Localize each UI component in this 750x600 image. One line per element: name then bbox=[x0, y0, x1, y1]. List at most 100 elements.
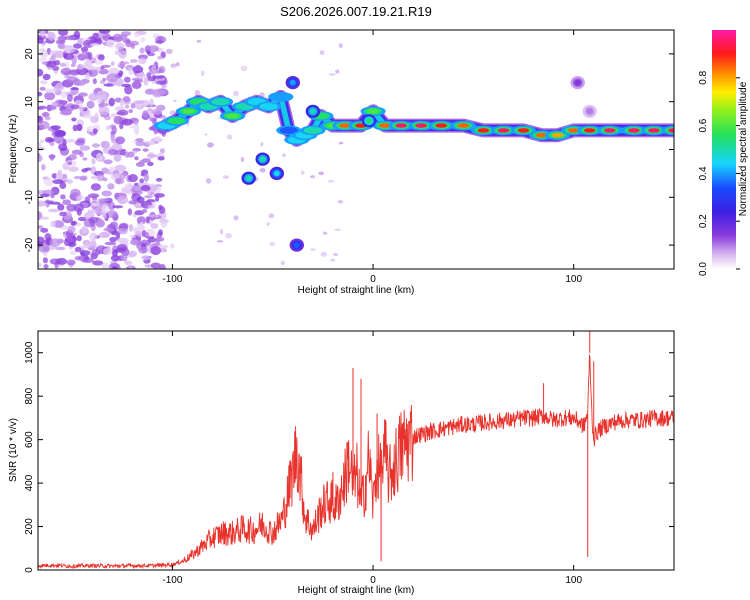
y-tick-label: -20 bbox=[24, 237, 35, 252]
y-tick-label: 0 bbox=[24, 567, 35, 573]
noise-speck bbox=[131, 81, 142, 89]
noise-speck bbox=[147, 204, 156, 209]
noise-speck bbox=[78, 92, 88, 97]
noise-speck bbox=[96, 152, 103, 161]
noise-speck bbox=[55, 39, 61, 45]
spectral-peak bbox=[238, 104, 251, 109]
noise-speck bbox=[54, 129, 66, 138]
noise-speck bbox=[119, 222, 129, 229]
spectral-peak bbox=[477, 128, 490, 133]
spectral-peak bbox=[275, 94, 287, 100]
noise-speck bbox=[102, 77, 107, 82]
noise-speck bbox=[310, 248, 316, 252]
noise-speck bbox=[134, 210, 144, 216]
noise-speck bbox=[67, 93, 73, 102]
noise-speck bbox=[92, 78, 97, 85]
spectral-blob bbox=[574, 79, 581, 86]
spectral-peak bbox=[283, 128, 295, 133]
noise-speck bbox=[62, 178, 70, 182]
noise-speck bbox=[78, 216, 87, 222]
noise-speck bbox=[155, 237, 161, 244]
noise-speck bbox=[99, 231, 111, 238]
noise-speck bbox=[39, 86, 46, 91]
spectral-peak bbox=[415, 123, 428, 128]
noise-speck bbox=[74, 246, 82, 253]
noise-speck bbox=[330, 258, 336, 262]
spectral-peak bbox=[226, 113, 239, 119]
spectrogram-x-axis: -100 0 100 bbox=[162, 30, 582, 285]
noise-speck bbox=[51, 125, 61, 130]
noise-speck bbox=[327, 180, 335, 183]
noise-speck bbox=[43, 177, 54, 187]
spectral-peak bbox=[668, 128, 674, 133]
noise-speck bbox=[144, 232, 150, 238]
noise-speck bbox=[89, 232, 98, 242]
noise-speck bbox=[153, 127, 159, 135]
noise-speck bbox=[136, 196, 145, 204]
noise-speck bbox=[81, 78, 90, 84]
noise-speck bbox=[65, 138, 76, 143]
noise-speck bbox=[124, 85, 133, 95]
noise-speck bbox=[59, 110, 72, 116]
noise-speck bbox=[158, 229, 163, 236]
noise-speck bbox=[134, 79, 144, 83]
noise-speck bbox=[83, 39, 94, 48]
noise-speck bbox=[222, 175, 230, 179]
noise-speck bbox=[145, 88, 156, 95]
noise-speck bbox=[59, 62, 67, 67]
noise-speck bbox=[338, 141, 344, 145]
noise-speck bbox=[94, 112, 99, 121]
noise-speck bbox=[57, 169, 63, 177]
noise-speck bbox=[40, 193, 50, 198]
noise-speck bbox=[194, 90, 201, 96]
noise-speck bbox=[150, 246, 161, 256]
noise-speck bbox=[139, 159, 145, 165]
noise-speck bbox=[76, 64, 85, 70]
noise-speck bbox=[80, 46, 89, 53]
noise-speck bbox=[98, 68, 109, 75]
noise-speck bbox=[60, 194, 66, 200]
spectrogram-x-label: Height of straight line (km) bbox=[298, 285, 415, 296]
noise-speck bbox=[135, 141, 146, 147]
noise-speck bbox=[44, 91, 56, 101]
noise-speck bbox=[170, 63, 177, 68]
noise-speck bbox=[38, 225, 44, 229]
noise-speck bbox=[46, 105, 57, 111]
snr-y-label: SNR (10 * v/v) bbox=[8, 418, 19, 482]
noise-speck bbox=[108, 67, 120, 76]
noise-speck bbox=[93, 37, 102, 42]
noise-speck bbox=[38, 91, 43, 97]
noise-speck bbox=[103, 247, 113, 255]
noise-speck bbox=[146, 199, 155, 203]
noise-speck bbox=[151, 108, 163, 115]
noise-speck bbox=[38, 200, 47, 207]
noise-speck bbox=[70, 63, 76, 68]
noise-speck bbox=[96, 67, 102, 72]
noise-speck bbox=[59, 181, 67, 190]
noise-speck bbox=[73, 30, 81, 39]
noise-speck bbox=[73, 203, 85, 212]
noise-speck bbox=[66, 76, 79, 83]
noise-speck bbox=[134, 64, 142, 71]
noise-speck bbox=[170, 243, 175, 249]
noise-speck bbox=[66, 259, 76, 266]
noise-speck bbox=[129, 234, 136, 239]
colorbar-tick-label: 0.8 bbox=[698, 70, 709, 84]
spectral-peak bbox=[567, 128, 580, 133]
noise-speck bbox=[115, 136, 126, 145]
noise-speck bbox=[101, 190, 112, 197]
noise-speck bbox=[337, 200, 344, 204]
y-tick-label: 600 bbox=[24, 431, 35, 448]
noise-speck bbox=[43, 61, 48, 65]
noise-speck bbox=[118, 49, 127, 59]
colorbar: 0.0 0.2 0.4 0.6 0.8 Normalized spectral ampl… bbox=[698, 30, 749, 276]
noise-speck bbox=[128, 224, 134, 232]
y-tick-label: 800 bbox=[24, 387, 35, 404]
noise-speck bbox=[149, 185, 158, 192]
noise-speck bbox=[112, 33, 123, 43]
noise-speck bbox=[73, 175, 82, 180]
spectral-peak bbox=[551, 133, 564, 138]
noise-speck bbox=[226, 134, 233, 140]
noise-speck bbox=[149, 214, 160, 218]
spectral-peak bbox=[517, 128, 530, 133]
